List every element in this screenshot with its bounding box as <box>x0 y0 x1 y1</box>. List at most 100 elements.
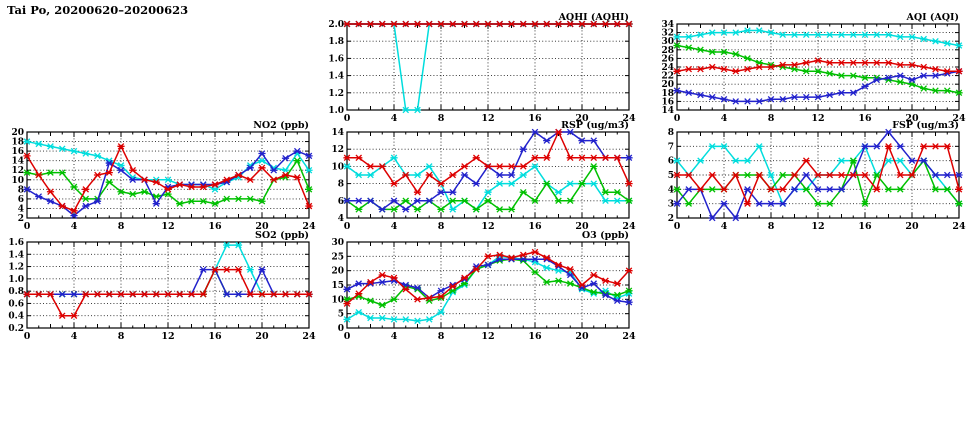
svg-text:16: 16 <box>528 113 542 124</box>
svg-text:0: 0 <box>24 221 31 232</box>
svg-text:1.6: 1.6 <box>328 54 344 64</box>
svg-text:10: 10 <box>331 295 344 305</box>
svg-text:NO2 (ppb): NO2 (ppb) <box>253 120 309 131</box>
svg-text:18: 18 <box>661 89 674 99</box>
svg-text:16: 16 <box>661 97 674 107</box>
svg-text:4: 4 <box>391 113 398 124</box>
svg-text:28: 28 <box>661 46 674 56</box>
no2-chart: 2 4 6 8 10 12 14 16 18 20 0 4 8 12 16 20 24 NO2 (ppb) <box>0 118 319 240</box>
svg-text:1.4: 1.4 <box>8 250 24 260</box>
svg-text:20: 20 <box>575 113 589 124</box>
svg-text:30: 30 <box>331 238 344 248</box>
svg-text:SO2 (ppb): SO2 (ppb) <box>255 230 309 241</box>
svg-text:18: 18 <box>11 138 24 148</box>
svg-text:24: 24 <box>302 221 316 232</box>
svg-text:16: 16 <box>11 147 24 157</box>
svg-text:12: 12 <box>481 113 494 124</box>
svg-text:1.2: 1.2 <box>328 89 344 99</box>
svg-text:26: 26 <box>661 54 674 64</box>
svg-text:2: 2 <box>668 214 674 224</box>
svg-text:12: 12 <box>161 331 174 342</box>
svg-text:10: 10 <box>331 162 344 172</box>
svg-text:FSP (ug/m3): FSP (ug/m3) <box>892 120 959 131</box>
svg-text:14: 14 <box>331 128 344 138</box>
svg-text:0.4: 0.4 <box>8 312 24 322</box>
aqi-chart: 14 16 18 20 22 24 26 28 30 32 34 0 4 8 12 16 20 24 AQI (AQ… <box>647 10 969 132</box>
svg-text:10: 10 <box>11 176 24 186</box>
svg-text:1.6: 1.6 <box>8 238 24 248</box>
svg-text:16: 16 <box>528 331 542 342</box>
svg-text:0: 0 <box>24 331 31 342</box>
svg-text:12: 12 <box>811 113 824 124</box>
svg-text:8: 8 <box>438 331 445 342</box>
svg-text:AQI (AQI): AQI (AQI) <box>906 12 959 23</box>
svg-text:0: 0 <box>674 221 681 232</box>
svg-text:8: 8 <box>18 185 24 195</box>
svg-text:0: 0 <box>344 113 351 124</box>
svg-text:8: 8 <box>438 113 445 124</box>
svg-text:2.0: 2.0 <box>328 20 344 30</box>
svg-text:4: 4 <box>71 331 78 342</box>
svg-text:4: 4 <box>721 113 728 124</box>
svg-text:24: 24 <box>952 113 966 124</box>
svg-text:0.8: 0.8 <box>8 287 24 297</box>
svg-text:12: 12 <box>481 221 494 232</box>
svg-text:16: 16 <box>528 221 542 232</box>
svg-text:O3 (ppb): O3 (ppb) <box>582 230 629 241</box>
svg-text:0: 0 <box>674 113 681 124</box>
svg-text:8: 8 <box>438 221 445 232</box>
svg-text:32: 32 <box>661 29 674 39</box>
svg-text:12: 12 <box>811 221 824 232</box>
svg-text:24: 24 <box>622 113 636 124</box>
svg-text:8: 8 <box>118 331 125 342</box>
svg-text:5: 5 <box>668 171 674 181</box>
svg-text:16: 16 <box>208 221 222 232</box>
svg-text:25: 25 <box>331 252 344 262</box>
svg-text:20: 20 <box>331 267 344 277</box>
svg-text:20: 20 <box>255 221 269 232</box>
svg-text:12: 12 <box>481 331 494 342</box>
svg-text:4: 4 <box>668 185 674 195</box>
svg-text:8: 8 <box>668 128 674 138</box>
svg-text:12: 12 <box>161 221 174 232</box>
svg-text:1.0: 1.0 <box>8 275 24 285</box>
svg-text:5: 5 <box>338 310 344 320</box>
svg-text:20: 20 <box>905 113 919 124</box>
svg-text:6: 6 <box>338 197 344 207</box>
svg-text:2: 2 <box>18 214 24 224</box>
svg-text:4: 4 <box>721 221 728 232</box>
svg-text:16: 16 <box>858 221 872 232</box>
svg-text:20: 20 <box>255 331 269 342</box>
svg-text:14: 14 <box>661 106 674 116</box>
svg-text:6: 6 <box>18 195 24 205</box>
svg-text:15: 15 <box>331 281 344 291</box>
svg-text:12: 12 <box>331 145 344 155</box>
so2-chart: 0.2 0.4 0.6 0.8 1.0 1.2 1.4 1.6 0 4 8 12 16 20 24 SO2 (… <box>0 228 319 350</box>
svg-text:8: 8 <box>338 180 344 190</box>
svg-text:20: 20 <box>575 221 589 232</box>
svg-text:20: 20 <box>575 331 589 342</box>
svg-text:24: 24 <box>661 63 674 73</box>
svg-text:0: 0 <box>344 221 351 232</box>
svg-text:4: 4 <box>71 221 78 232</box>
svg-text:20: 20 <box>11 128 24 138</box>
svg-text:RSP (ug/m3): RSP (ug/m3) <box>561 120 629 131</box>
svg-text:4: 4 <box>18 204 24 214</box>
svg-text:20: 20 <box>661 80 674 90</box>
svg-text:24: 24 <box>302 331 316 342</box>
svg-text:6: 6 <box>668 157 674 167</box>
svg-text:16: 16 <box>858 113 872 124</box>
svg-text:7: 7 <box>668 142 674 152</box>
page-title: Tai Po, 20200620–20200623 <box>7 3 189 17</box>
svg-text:12: 12 <box>11 166 24 176</box>
aqhi-chart: 1.0 1.2 1.4 1.6 1.8 2.0 0 4 8 12 16 20 24 AQHI (AQHI) <box>317 10 639 132</box>
svg-text:20: 20 <box>905 221 919 232</box>
svg-text:30: 30 <box>661 37 674 47</box>
o3-chart: 0 5 10 15 20 25 30 0 4 8 12 16 20 24 O3 (ppb) <box>317 228 639 350</box>
svg-text:8: 8 <box>118 221 125 232</box>
svg-text:0.6: 0.6 <box>8 299 24 309</box>
svg-text:3: 3 <box>668 200 674 210</box>
svg-text:0: 0 <box>338 324 344 334</box>
svg-text:16: 16 <box>208 331 222 342</box>
svg-text:AQHI (AQHI): AQHI (AQHI) <box>558 12 629 23</box>
